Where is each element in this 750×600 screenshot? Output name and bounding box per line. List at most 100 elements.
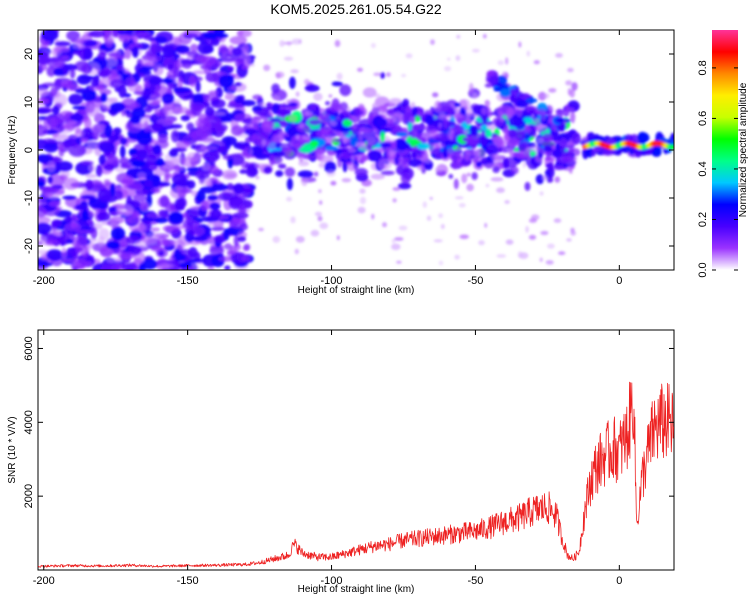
snr-panel: -200 -150 -100 -50 0 2000 4000 6000 Height of …	[7, 329, 675, 595]
spectrogram-y-tick-label: -10	[23, 190, 35, 206]
spectrogram-cell	[158, 210, 164, 216]
spectrogram-y-ticks: -20 -10 0 10 20	[23, 48, 674, 254]
spectrogram-cell	[492, 166, 500, 174]
spectrogram-cell	[453, 113, 464, 118]
spectrogram-cell	[38, 235, 47, 247]
spectrogram-cell	[275, 141, 282, 149]
spectrogram-cell	[319, 200, 323, 205]
spectrogram-cell	[201, 145, 218, 151]
spectrogram-cell	[380, 127, 393, 132]
spectrogram-cell	[496, 75, 508, 86]
spectrogram-cell	[64, 222, 81, 232]
spectrogram-cell	[507, 147, 514, 152]
spectrogram-cell	[545, 163, 551, 168]
spectrogram-cell	[244, 54, 251, 66]
spectrogram-cell	[272, 96, 280, 101]
spectrogram-cell	[567, 88, 572, 96]
spectrogram-cell	[234, 82, 242, 87]
spectrogram-cell	[153, 64, 164, 76]
spectrogram-cell	[454, 102, 461, 107]
spectrogram-cell	[284, 167, 296, 178]
spectrogram-cell	[283, 56, 294, 61]
spectrogram-cell	[239, 169, 248, 174]
spectrogram-cell	[389, 138, 395, 142]
spectrogram-cell	[79, 137, 89, 143]
spectrogram-cell	[248, 63, 255, 67]
spectrogram-y-tick-label: -20	[23, 238, 35, 254]
snr-y-tick-label: 2000	[23, 484, 35, 508]
spectrogram-cell	[162, 225, 175, 232]
spectrogram-cell	[96, 211, 111, 222]
spectrogram-cell	[175, 45, 190, 54]
spectrogram-cell	[525, 98, 538, 103]
spectrogram-cell	[509, 94, 515, 103]
spectrogram-cell	[119, 137, 128, 145]
spectrogram-cell	[269, 154, 275, 166]
spectrogram-cell	[305, 110, 314, 116]
spectrogram-cell	[222, 154, 234, 160]
spectrogram-cell	[119, 145, 126, 159]
spectrogram-cell	[359, 188, 366, 194]
spectrogram-cell	[110, 264, 121, 270]
spectrogram-cell	[569, 169, 573, 174]
snr-x-tick-label: 0	[616, 575, 622, 587]
spectrogram-cell	[394, 237, 404, 241]
spectrogram-cell	[459, 234, 470, 240]
spectrogram-cell	[438, 122, 443, 128]
spectrogram-cell	[491, 125, 494, 132]
spectrogram-cell	[554, 176, 561, 183]
spectrogram-cell	[524, 181, 531, 191]
spectrogram-cell	[242, 187, 254, 194]
spectrogram-cell	[241, 100, 256, 107]
spectrogram-cell	[624, 134, 633, 143]
spectrogram-cell	[151, 174, 161, 188]
spectrogram-cell	[423, 154, 427, 160]
spectrogram-cell	[143, 114, 152, 119]
spectrogram-cell	[541, 133, 554, 143]
spectrogram-cell	[484, 99, 491, 107]
spectrogram-cell	[335, 116, 342, 121]
spectrogram-cell	[438, 111, 446, 117]
spectrogram-cell	[516, 99, 528, 109]
spectrogram-cell	[150, 188, 159, 193]
spectrogram-cell	[543, 145, 552, 153]
spectrogram-y-tick-label: 10	[23, 96, 35, 108]
spectrogram-cell	[548, 88, 557, 93]
spectrogram-cell	[378, 146, 392, 153]
spectrogram-cell	[154, 217, 169, 224]
spectrogram-cell	[297, 170, 314, 178]
spectrogram-cell	[227, 103, 245, 109]
spectrogram-cell	[570, 111, 576, 124]
spectrogram-cell	[348, 148, 357, 153]
chart-title: KOM5.2025.261.05.54.G22	[270, 1, 441, 17]
spectrogram-cell	[262, 120, 274, 133]
spectrogram-cell	[370, 173, 385, 180]
spectrogram-cell	[622, 146, 627, 152]
spectrogram-cell	[40, 53, 50, 65]
spectrogram-cell	[113, 127, 122, 135]
spectrogram-cell	[464, 150, 471, 162]
spectrogram-cell	[39, 64, 48, 71]
spectrogram-cell	[538, 91, 547, 101]
spectrogram-cell	[53, 68, 64, 76]
spectrogram-cell	[173, 248, 181, 262]
spectrogram-cell	[545, 260, 554, 265]
spectrogram-cell	[209, 202, 221, 210]
spectrogram-cell	[411, 106, 418, 118]
spectrogram-cell	[356, 141, 366, 145]
spectrogram-cell	[254, 110, 267, 115]
spectrogram-cell	[173, 164, 181, 171]
spectrogram-cell	[382, 222, 387, 228]
spectrogram-cell	[188, 229, 195, 236]
spectrogram-cell	[205, 106, 215, 118]
spectrogram-cell	[525, 146, 532, 154]
spectrogram-cell	[139, 200, 149, 211]
spectrogram-cell	[442, 147, 448, 159]
spectrogram-cell	[52, 157, 63, 162]
spectrogram-cell	[46, 249, 63, 261]
spectrogram-cell	[396, 139, 408, 151]
spectrogram-cell	[233, 183, 244, 195]
spectrogram-cell	[496, 187, 505, 193]
spectrogram-cell	[262, 117, 272, 121]
spectrogram-cell	[456, 34, 461, 39]
